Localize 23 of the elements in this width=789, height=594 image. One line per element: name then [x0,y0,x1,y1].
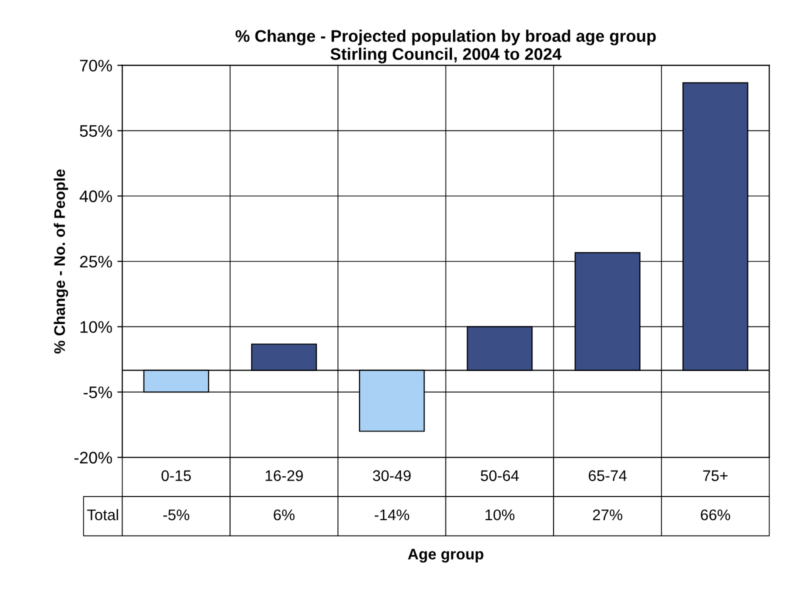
y-tick-label: 55% [80,125,112,137]
y-tick-label: 10% [80,321,112,333]
y-tick-label: 40% [80,190,112,202]
data-label: 10% [486,509,514,520]
x-tick-label: 75+ [703,470,728,482]
data-label: -14% [374,510,410,520]
x-axis-title: Age group [408,548,484,563]
text: Total [87,509,118,520]
x-tick-label: 50-64 [480,470,519,482]
y-tick-label: -5% [84,386,112,398]
x-tick-label: 16-29 [266,470,303,482]
data-label: -5% [163,510,190,520]
x-tick-label: 30-49 [372,470,411,482]
y-tick-label: 25% [80,256,112,268]
x-tick-label: 65-74 [588,470,627,482]
y-tick-label: -20% [74,452,112,464]
data-label: 27% [593,509,622,520]
y-tick-label: 70% [80,60,112,72]
x-tick-label: 0-15 [162,470,191,482]
y-axis-title: % Change - No. of People [54,169,68,354]
chart-title: % Change - Projected population by broad age group Stirling Council, 2004 to 2024 [236,30,656,64]
data-label: 6% [274,509,295,520]
data-label: 66% [700,509,730,520]
